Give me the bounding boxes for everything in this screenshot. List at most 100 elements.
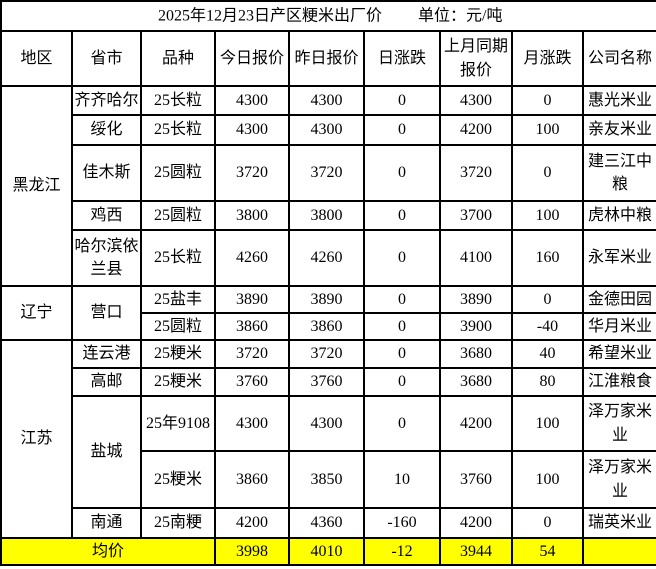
company-cell: 江淮粮食 bbox=[581, 367, 656, 397]
page-title: 2025年12月23日产区粳米出厂价 bbox=[158, 7, 383, 25]
last-month-price-cell: 3680 bbox=[439, 339, 513, 369]
header-row: 地区 省市 品种 今日报价 昨日报价 日涨跌 上月同期报价 月涨跌 公司名称 bbox=[0, 30, 656, 87]
today-price-cell: 4300 bbox=[214, 85, 290, 116]
month-change-cell: 100 bbox=[511, 114, 584, 146]
month-change-cell: 0 bbox=[511, 85, 584, 116]
col-header-day-change: 日涨跌 bbox=[363, 30, 441, 87]
summary-yesterday-price-cell: 4010 bbox=[288, 537, 365, 566]
city-cell: 高邮 bbox=[71, 367, 142, 397]
variety-cell: 25盐丰 bbox=[140, 285, 216, 314]
month-change-cell: 0 bbox=[511, 285, 584, 314]
table-row: 辽宁 营口 25盐丰 3890 3890 0 3890 0 金德田园 bbox=[0, 285, 656, 341]
yesterday-price-cell: 4300 bbox=[288, 395, 365, 452]
yesterday-price-cell: 3720 bbox=[288, 339, 365, 369]
city-cell: 绥化 bbox=[71, 114, 142, 146]
last-month-price-cell: 3720 bbox=[439, 144, 513, 202]
company-cell: 希望米业 bbox=[581, 339, 656, 369]
day-change-cell: 0 bbox=[363, 85, 441, 116]
today-price-cell: 4200 bbox=[214, 507, 290, 539]
variety-cell: 25长粒 bbox=[140, 85, 216, 116]
last-month-price-cell: 4200 bbox=[439, 395, 513, 452]
month-change-cell: 0 bbox=[511, 507, 584, 539]
yesterday-price-cell: 4300 bbox=[288, 114, 365, 146]
title-wrap: 2025年12月23日产区粳米出厂价 单位：元/吨 bbox=[3, 3, 655, 29]
month-change-cell: 40 bbox=[511, 339, 584, 369]
variety-cell: 25粳米 bbox=[140, 450, 216, 509]
region-cell: 黑龙江 bbox=[0, 85, 73, 287]
company-cell: 永军米业 bbox=[581, 229, 656, 287]
col-header-variety: 品种 bbox=[140, 30, 216, 87]
day-change-cell: 0 bbox=[363, 395, 441, 452]
col-header-yesterday-price: 昨日报价 bbox=[288, 30, 365, 87]
last-month-price-cell: 4200 bbox=[439, 507, 513, 539]
last-month-price-cell: 4300 bbox=[439, 85, 513, 116]
variety-cell: 25粳米 bbox=[140, 339, 216, 369]
last-month-price-cell: 3890 bbox=[439, 285, 513, 314]
day-change-cell: 0 bbox=[363, 144, 441, 202]
today-price-cell: 4300 bbox=[214, 114, 290, 146]
company-cell: 华月米业 bbox=[581, 312, 656, 341]
last-month-price-cell: 3900 bbox=[439, 312, 513, 341]
today-price-cell: 4300 bbox=[214, 395, 290, 452]
month-change-cell: 80 bbox=[511, 367, 584, 397]
today-price-cell: 3890 bbox=[214, 285, 290, 314]
day-change-cell: 0 bbox=[363, 339, 441, 369]
variety-cell: 25长粒 bbox=[140, 229, 216, 287]
today-price-cell: 3800 bbox=[214, 200, 290, 231]
table-row: 绥化 25长粒 4300 4300 0 4200 100 亲友米业 bbox=[1, 114, 656, 146]
day-change-cell: 0 bbox=[363, 367, 441, 397]
yesterday-price-cell: 3760 bbox=[288, 367, 365, 397]
variety-cell: 25长粒 bbox=[140, 114, 216, 146]
city-cell: 齐齐哈尔 bbox=[71, 85, 142, 116]
col-header-today-price: 今日报价 bbox=[214, 30, 290, 87]
day-change-cell: 10 bbox=[363, 450, 441, 509]
city-cell: 南通 bbox=[71, 507, 142, 539]
yesterday-price-cell: 4300 bbox=[288, 85, 365, 116]
company-cell: 虎林中粮 bbox=[581, 200, 656, 231]
last-month-price-cell: 3680 bbox=[439, 367, 513, 397]
month-change-cell: -40 bbox=[511, 312, 584, 341]
table-row: 黑龙江 齐齐哈尔 25长粒 4300 4300 0 4300 0 惠光米业 bbox=[0, 85, 656, 287]
variety-cell: 25南粳 bbox=[140, 507, 216, 539]
table-row: 高邮 25粳米 3760 3760 0 3680 80 江淮粮食 bbox=[1, 367, 656, 397]
yesterday-price-cell: 3860 bbox=[288, 312, 365, 341]
region-cell: 辽宁 bbox=[0, 285, 73, 341]
table-row: 25粳米 3860 3850 10 3760 100 泽万家米业 bbox=[1, 450, 656, 509]
company-cell: 瑞英米业 bbox=[581, 507, 656, 539]
col-header-city: 省市 bbox=[71, 30, 142, 87]
day-change-cell: 0 bbox=[363, 312, 441, 341]
variety-cell: 25圆粒 bbox=[140, 312, 216, 341]
city-cell: 营口 bbox=[71, 285, 142, 341]
company-cell: 惠光米业 bbox=[581, 85, 656, 116]
summary-day-change-cell: -12 bbox=[363, 537, 441, 566]
day-change-cell: 0 bbox=[363, 200, 441, 231]
table-row: 佳木斯 25圆粒 3720 3720 0 3720 0 建三江中粮 bbox=[1, 144, 656, 202]
month-change-cell: 100 bbox=[511, 395, 584, 452]
today-price-cell: 3760 bbox=[214, 367, 290, 397]
table-row: 江苏 连云港 25粳米 3720 3720 0 3680 40 希望米业 bbox=[0, 339, 656, 539]
table-row: 南通 25南粳 4200 4360 -160 4200 0 瑞英米业 bbox=[1, 507, 656, 539]
col-header-month-change: 月涨跌 bbox=[511, 30, 584, 87]
today-price-cell: 3720 bbox=[214, 339, 290, 369]
month-change-cell: 100 bbox=[511, 450, 584, 509]
company-cell: 泽万家米业 bbox=[581, 450, 656, 509]
summary-today-price-cell: 3998 bbox=[214, 537, 290, 566]
today-price-cell: 4260 bbox=[214, 229, 290, 287]
today-price-cell: 3720 bbox=[214, 144, 290, 202]
day-change-cell: 0 bbox=[363, 229, 441, 287]
yesterday-price-cell: 3720 bbox=[288, 144, 365, 202]
day-change-cell: 0 bbox=[363, 114, 441, 146]
city-cell: 佳木斯 bbox=[71, 144, 142, 202]
company-cell: 亲友米业 bbox=[581, 114, 656, 146]
col-header-last-month-price: 上月同期报价 bbox=[439, 30, 513, 87]
today-price-cell: 3860 bbox=[214, 312, 290, 341]
variety-cell: 25圆粒 bbox=[140, 200, 216, 231]
city-cell: 盐城 bbox=[71, 395, 142, 509]
city-cell: 连云港 bbox=[71, 339, 142, 369]
company-cell: 建三江中粮 bbox=[581, 144, 656, 202]
summary-company-cell bbox=[581, 537, 656, 566]
yesterday-price-cell: 3850 bbox=[288, 450, 365, 509]
variety-cell: 25粳米 bbox=[140, 367, 216, 397]
table-row: 盐城 25年9108 4300 4300 0 4200 100 泽万家米业 bbox=[1, 395, 656, 509]
